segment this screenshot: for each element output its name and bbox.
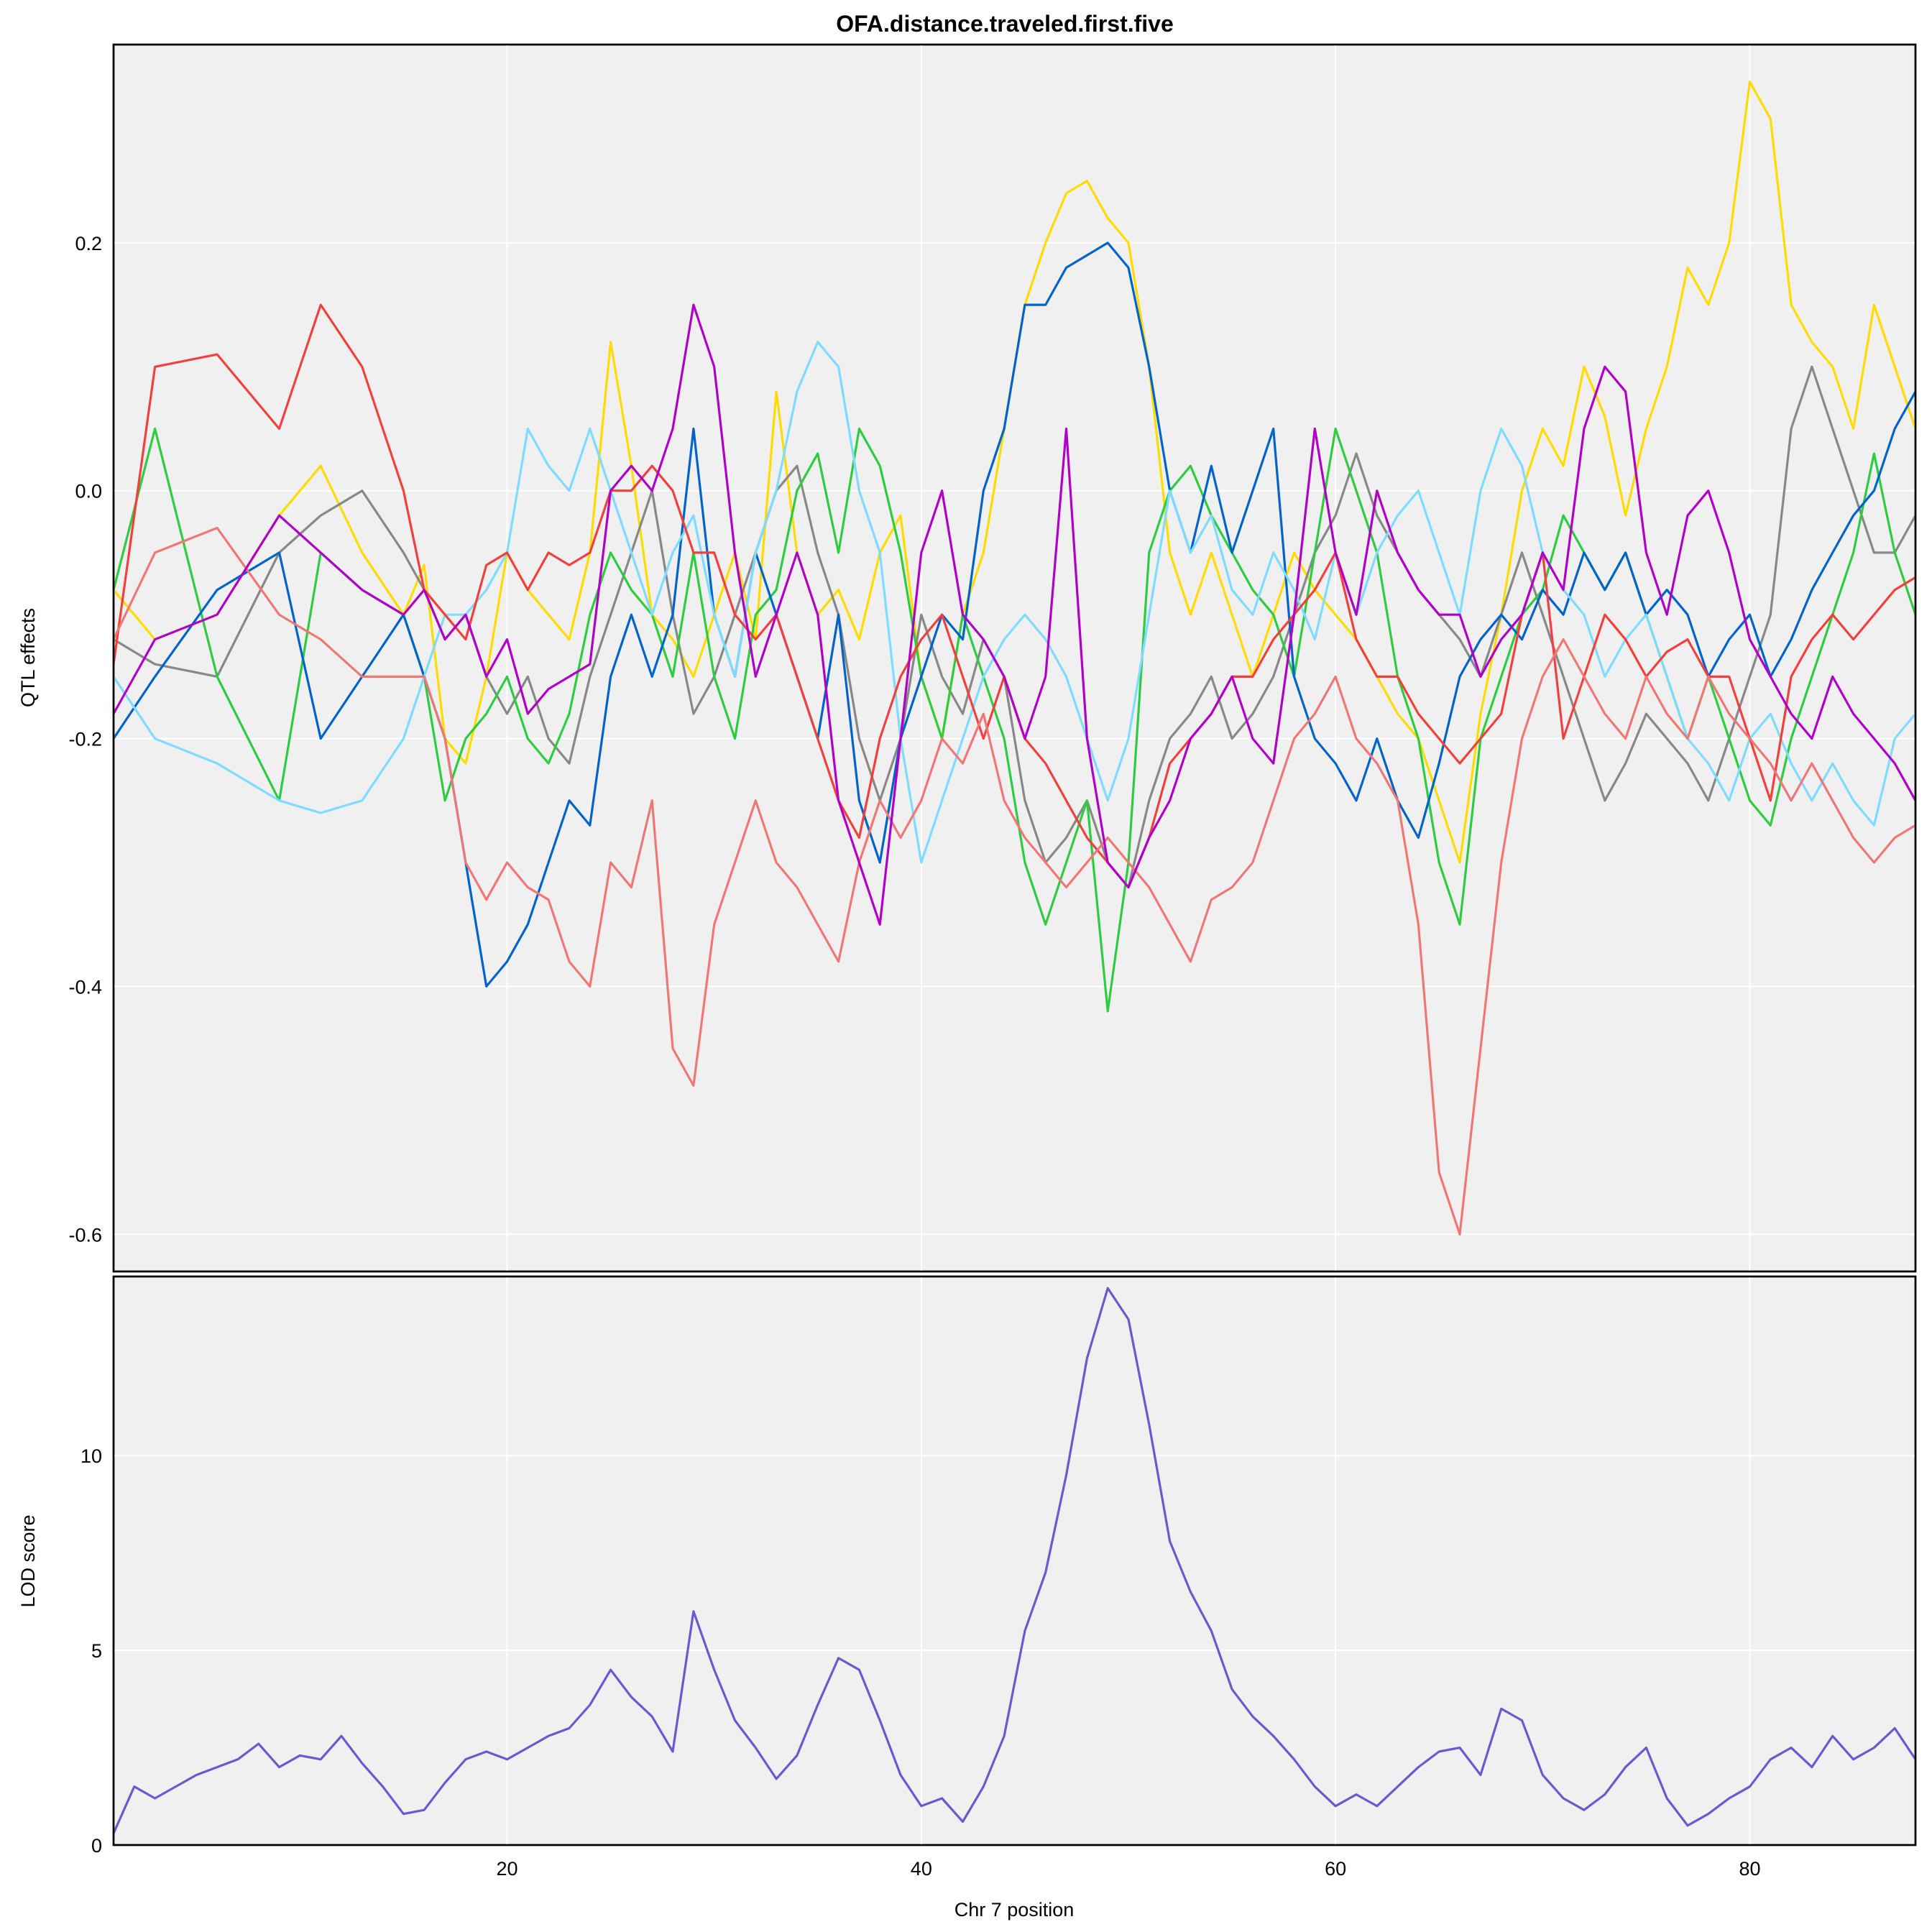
chart-title: OFA.distance.traveled.first.five [836,11,1174,37]
x-tick-label: 60 [1325,1858,1346,1880]
lod-x-tick-labels: 20 40 60 80 [496,1858,1760,1880]
lod-series-group [112,1287,1917,1834]
lod-y-axis-label: LOD score [17,1514,39,1607]
y-tick-label: 5 [91,1640,102,1662]
series-line-purple [112,303,1917,926]
series-line-salmon [112,526,1916,1236]
lod-panel: 0 5 10 20 40 60 80 LOD score Chr 7 position [17,1275,1917,1920]
effects-series-group [112,80,1917,1236]
series-line-yellow [112,80,1917,864]
y-tick-label: -0.4 [68,976,102,998]
y-tick-label: 0.2 [75,233,102,254]
x-tick-label: 40 [911,1858,932,1880]
series-line-lightblue [112,341,1917,864]
lod-plot-frame [112,1275,1917,1846]
y-tick-label: 0.0 [75,481,102,502]
series-line-blue [112,242,1917,988]
series-line-gray [113,365,1917,889]
effects-y-tick-labels: 0.2 0.0 -0.2 -0.4 -0.6 [68,233,102,1246]
x-tick-label: 20 [496,1858,518,1880]
y-tick-label: -0.6 [68,1224,102,1246]
y-tick-label: 0 [91,1835,102,1857]
effects-gridlines [114,45,1915,1271]
series-line-LOD [112,1287,1917,1834]
effects-plot-frame [112,43,1917,1273]
effects-panel: 0.2 0.0 -0.2 -0.4 -0.6 QTL effects [17,43,1917,1273]
x-tick-label: 80 [1739,1858,1760,1880]
lod-y-tick-labels: 0 5 10 [80,1445,102,1857]
effects-plot-background [112,43,1917,1273]
effects-y-axis-label: QTL effects [17,608,39,707]
x-axis-label: Chr 7 position [954,1899,1075,1920]
y-tick-label: 10 [80,1445,102,1467]
lod-plot-background [112,1275,1917,1846]
y-tick-label: -0.2 [68,729,102,750]
